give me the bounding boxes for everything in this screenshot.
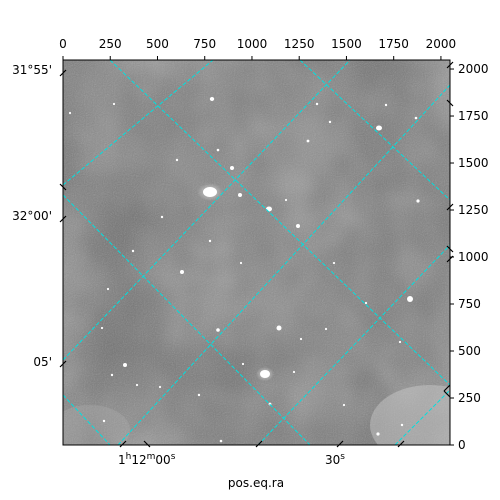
top-axis-tick-label: 750 — [193, 37, 216, 51]
star — [324, 327, 328, 331]
star — [216, 148, 220, 152]
star — [123, 363, 127, 367]
star — [175, 158, 179, 162]
star — [216, 328, 220, 332]
sky-image — [63, 60, 450, 445]
star — [266, 206, 272, 212]
star — [376, 125, 382, 131]
grid-line — [63, 60, 351, 361]
star — [203, 187, 217, 197]
star — [276, 325, 282, 331]
top-axis-tick-label: 500 — [146, 37, 169, 51]
star — [306, 139, 310, 143]
star — [342, 403, 346, 407]
star — [416, 199, 420, 203]
star — [180, 270, 184, 274]
star — [260, 370, 270, 378]
coordinate-grid — [63, 60, 450, 445]
grid-line — [299, 60, 450, 201]
right-axis-tick-label: 2000 — [458, 62, 489, 76]
grid-line — [257, 244, 450, 445]
star — [106, 287, 110, 291]
star — [238, 193, 242, 197]
star — [230, 166, 234, 170]
grid-line — [394, 389, 450, 445]
grid-line — [117, 84, 450, 445]
star — [299, 337, 303, 341]
top-axis-tick-label: 1000 — [237, 37, 268, 51]
grid-line — [63, 194, 311, 445]
x-axis-title: pos.eq.ra — [228, 476, 284, 490]
star — [158, 385, 162, 389]
right-axis-tick-label: 1250 — [458, 203, 489, 217]
right-pixel-axis: 0 250 500 750 1000 1250 1500 1750 2000 — [450, 62, 489, 452]
right-axis-tick-label: 0 — [458, 438, 466, 452]
ra-tick-label: 30s — [325, 452, 345, 467]
dec-tick-label: 31°55' — [12, 63, 52, 77]
top-axis-tick-label: 2000 — [426, 37, 457, 51]
star — [100, 326, 104, 330]
star — [364, 301, 368, 305]
dec-axis: 31°55' 32°00' 05' — [12, 63, 67, 369]
star — [292, 370, 296, 374]
dec-tick-label: 05' — [33, 355, 52, 369]
star — [102, 419, 106, 423]
star — [219, 439, 223, 443]
star — [110, 373, 114, 377]
star — [239, 261, 243, 265]
top-axis-tick-label: 1750 — [378, 37, 409, 51]
star — [197, 393, 201, 397]
right-axis-tick-label: 1500 — [458, 156, 489, 170]
plot-frame — [62, 59, 451, 446]
star — [414, 116, 418, 120]
star — [384, 103, 388, 107]
top-pixel-axis: 0 250 500 750 1000 1250 1500 1750 2000 — [59, 37, 456, 60]
star — [135, 383, 139, 387]
top-axis-tick-label: 0 — [59, 37, 67, 51]
top-axis-tick-label: 250 — [99, 37, 122, 51]
star — [400, 423, 404, 427]
star — [315, 102, 319, 106]
star — [208, 239, 212, 243]
ra-axis: 1h12m00s 30s — [118, 384, 451, 467]
grid-line — [63, 394, 111, 445]
top-axis-tick-label: 1500 — [331, 37, 362, 51]
star — [332, 261, 336, 265]
star — [284, 198, 288, 202]
star — [241, 362, 245, 366]
right-axis-tick-label: 250 — [458, 391, 481, 405]
star — [328, 120, 332, 124]
right-axis-tick-label: 500 — [458, 344, 481, 358]
ra-tick-label: 1h12m00s — [118, 452, 176, 467]
right-axis-tick-label: 750 — [458, 297, 481, 311]
star — [160, 215, 164, 219]
right-axis-tick-label: 1000 — [458, 250, 489, 264]
star — [296, 224, 300, 228]
star — [209, 97, 215, 101]
grid-line — [63, 60, 214, 186]
star — [407, 296, 413, 302]
top-axis-tick-label: 1250 — [284, 37, 315, 51]
star — [131, 249, 135, 253]
star — [68, 111, 72, 115]
star — [398, 340, 402, 344]
star — [112, 102, 116, 106]
dec-tick-label: 32°00' — [12, 209, 52, 223]
star-field — [68, 97, 420, 443]
right-axis-tick-label: 1750 — [458, 109, 489, 123]
grid-line — [109, 60, 450, 386]
star — [376, 432, 380, 436]
